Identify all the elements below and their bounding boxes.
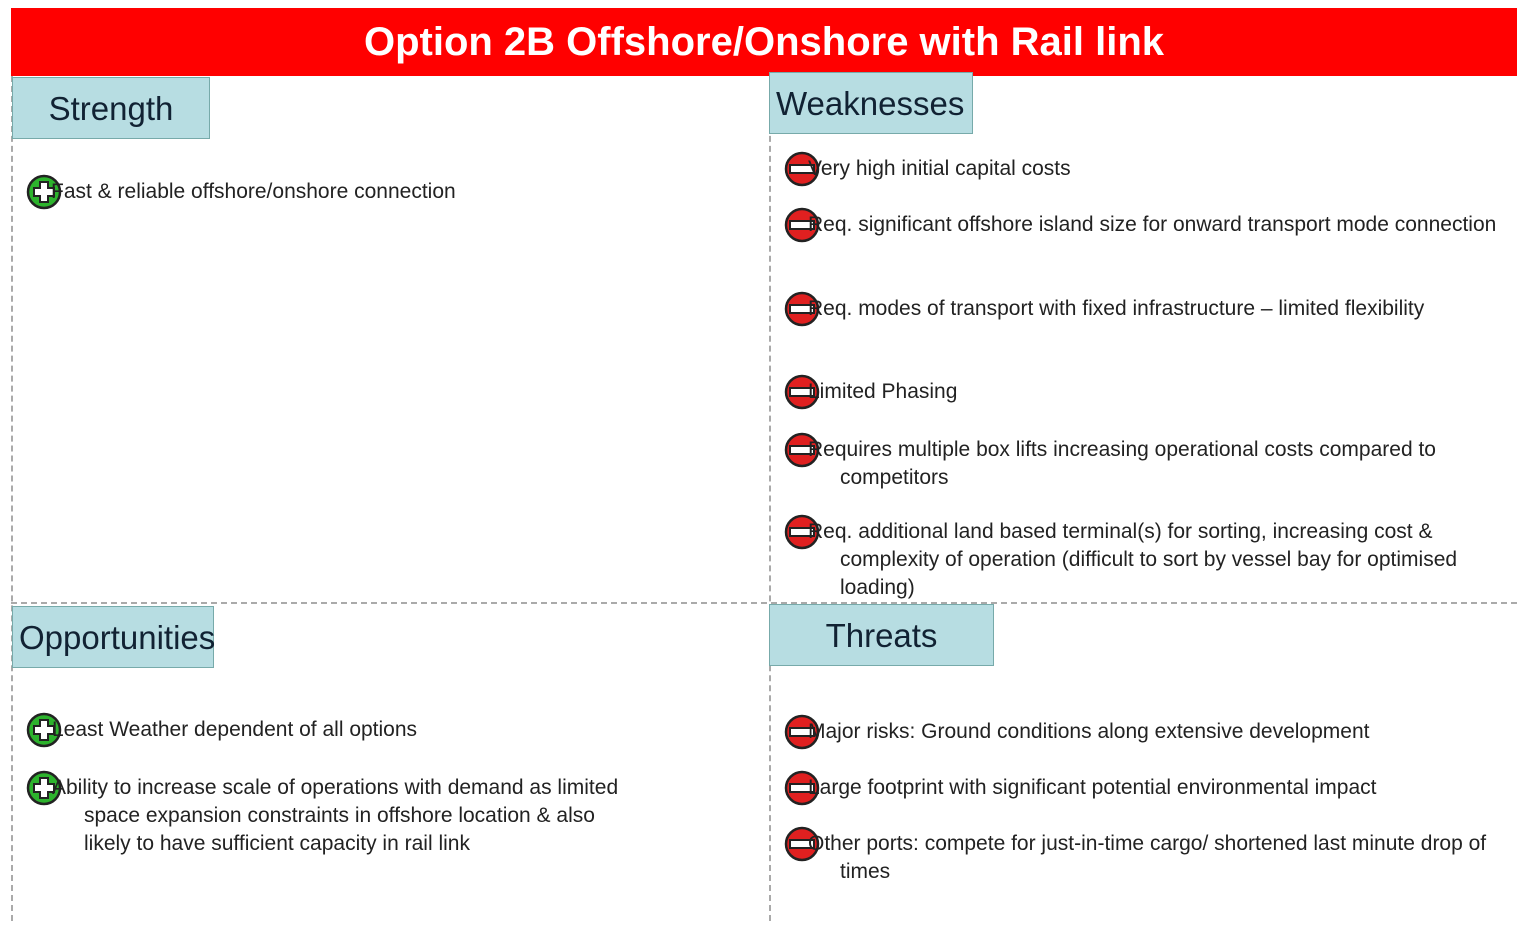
minus-icon	[784, 374, 820, 410]
quadrant-item: Other ports: compete for just-in-time ca…	[808, 832, 1487, 883]
title: Option 2B Offshore/Onshore with Rail lin…	[11, 8, 1517, 76]
quadrant-heading: Opportunities	[12, 606, 215, 668]
quadrant-item: Requires multiple box lifts increasing o…	[808, 438, 1436, 489]
plus-icon	[26, 770, 62, 806]
minus-icon	[784, 714, 820, 750]
quadrant-item: Major risks: Ground conditions along ext…	[808, 720, 1370, 743]
minus-icon	[784, 826, 820, 862]
quadrant-item: Large footprint with significant potenti…	[808, 776, 1377, 799]
minus-icon	[784, 207, 820, 243]
divider	[11, 602, 1517, 604]
minus-icon	[784, 432, 820, 468]
minus-icon	[784, 291, 820, 327]
divider	[769, 76, 771, 921]
minus-icon	[784, 151, 820, 187]
plus-icon	[26, 712, 62, 748]
plus-icon	[26, 174, 62, 210]
quadrant-heading: Weaknesses	[769, 72, 973, 134]
quadrant-item: Ability to increase scale of operations …	[52, 776, 619, 855]
quadrant-item: Req. modes of transport with fixed infra…	[808, 297, 1425, 320]
quadrant-item: Fast & reliable offshore/onshore connect…	[51, 180, 456, 203]
divider	[11, 76, 13, 921]
quadrant-item: Very high initial capital costs	[808, 157, 1071, 180]
quadrant-heading: Strength	[12, 77, 210, 139]
quadrant-heading: Threats	[769, 604, 994, 666]
quadrant-item: Least Weather dependent of all options	[52, 718, 418, 741]
quadrant-item: Req. significant offshore island size fo…	[808, 213, 1497, 236]
quadrant-item: Req. additional land based terminal(s) f…	[808, 520, 1458, 599]
minus-icon	[784, 514, 820, 550]
minus-icon	[784, 770, 820, 806]
quadrant-item: Limited Phasing	[808, 380, 958, 403]
